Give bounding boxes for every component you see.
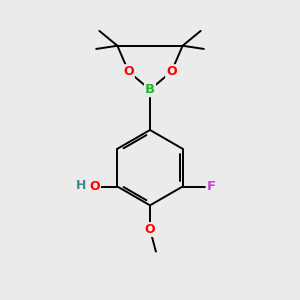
Text: H: H [76,179,86,192]
Text: O: O [166,65,177,78]
Text: O: O [145,223,155,236]
Text: O: O [123,65,134,78]
Text: F: F [207,180,216,193]
Text: B: B [145,83,155,96]
Text: O: O [89,180,100,193]
